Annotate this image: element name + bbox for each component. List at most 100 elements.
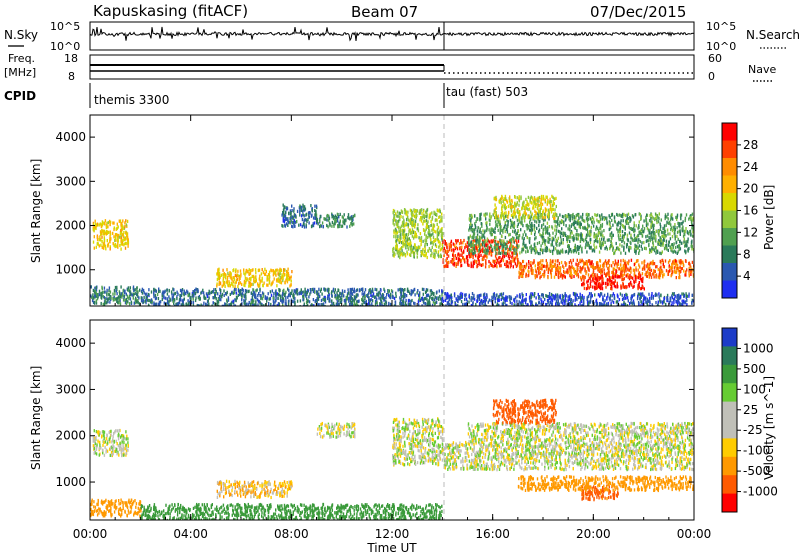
power-echo-cell [501, 251, 503, 255]
power-echo-cell [533, 227, 535, 231]
power-echo-cell [311, 207, 313, 211]
power-echo-cell [437, 250, 440, 254]
power-echo-cell [217, 297, 220, 301]
power-echo-cell [667, 232, 669, 236]
power-echo-cell [572, 212, 574, 217]
power-echo-cell [503, 226, 505, 230]
cpid-row: CPID themis 3300 tau (fast) 503 [4, 83, 528, 108]
power-echo-cell [374, 287, 376, 291]
power-echo-cell [237, 284, 239, 288]
power-echo-cell [103, 241, 105, 245]
power-echo-cell [608, 266, 610, 270]
power-echo-cell [413, 301, 415, 305]
power-echo-cell [450, 244, 452, 248]
power-echo-cell [140, 296, 142, 300]
power-echo-cell [327, 218, 330, 222]
power-echo-cell [597, 264, 599, 268]
power-echo-cell [406, 250, 408, 254]
power-echo-cell [578, 261, 580, 265]
freq-label: Freq. [8, 52, 35, 65]
power-echo-cell [483, 213, 485, 217]
power-echo-cell [323, 217, 325, 221]
power-echo-cell [521, 247, 523, 251]
power-echo-cell [200, 291, 202, 295]
power-echo-cell [652, 226, 655, 231]
power-echo-cell [91, 295, 93, 299]
power-echo-cell [481, 239, 484, 243]
power-echo-cell [324, 298, 326, 302]
power-echo-cell [272, 273, 275, 277]
power-echo-cell [565, 270, 567, 274]
power-echo-cell [676, 230, 679, 234]
power-echo-cell [331, 294, 333, 298]
power-echo-cell [311, 213, 313, 217]
power-echo-cell [357, 299, 359, 304]
power-echo-cell [494, 235, 496, 240]
power-echo-cell [396, 243, 398, 247]
power-echo-cell [404, 223, 406, 227]
power-echo-cell [583, 262, 585, 266]
power-echo-cell [292, 220, 294, 225]
power-echo-cell [392, 211, 394, 215]
power-echo-cell [654, 269, 656, 273]
power-echo-cell [371, 294, 373, 298]
power-echo-cell [173, 304, 176, 306]
power-echo-cell [349, 217, 351, 221]
power-echo-cell [153, 295, 155, 299]
power-echo-cell [367, 294, 369, 299]
power-echo-cell [285, 273, 288, 277]
power-echo-cell [565, 214, 567, 218]
power-echo-cell [335, 220, 337, 224]
power-echo-cell [640, 244, 642, 248]
power-echo-cell [589, 277, 591, 281]
power-echo-cell [291, 204, 293, 208]
power-echo-cell [433, 224, 436, 228]
power-echo-cell [483, 233, 485, 237]
power-echo-cell [591, 249, 594, 253]
power-echo-cell [171, 292, 173, 296]
power-echo-cell [319, 219, 321, 223]
power-echo-cell [276, 292, 278, 296]
power-echo-cell [374, 302, 377, 306]
power-echo-cell [431, 303, 434, 306]
power-echo-cell [299, 205, 302, 209]
power-echo-cell [294, 290, 296, 294]
power-echo-cell [100, 243, 102, 247]
power-echo-region [518, 258, 694, 280]
power-echo-cell [408, 299, 411, 303]
power-echo-cell [634, 245, 636, 249]
power-echo-cell [572, 258, 574, 262]
power-echo-cell [232, 291, 235, 295]
power-echo-cell [621, 266, 623, 270]
power-echo-cell [634, 243, 636, 247]
power-echo-cell [370, 290, 373, 294]
power-echo-cell [423, 250, 426, 254]
power-echo-cell [524, 213, 526, 217]
power-echo-cell [320, 298, 323, 302]
power-echo-cell [267, 283, 269, 287]
power-echo-cell [517, 239, 520, 243]
power-echo-cell [612, 261, 614, 265]
power-echo-cell [621, 272, 623, 276]
nave-tick-top: 60 [708, 52, 722, 65]
power-echo-cell [578, 212, 580, 217]
power-echo-cell [645, 215, 647, 219]
power-echo-cell [96, 236, 99, 240]
power-echo-cell [661, 230, 663, 235]
power-echo-cell [466, 256, 468, 260]
power-echo-cell [594, 273, 596, 277]
power-echo-cell [106, 239, 108, 243]
power-echo-cell [614, 285, 617, 289]
power-echo-cell [570, 261, 573, 265]
power-echo-cell [635, 251, 637, 255]
power-echo-cell [430, 292, 432, 297]
power-echo-cell [522, 274, 524, 279]
power-echo-cell [270, 302, 272, 306]
power-echo-cell [638, 251, 640, 255]
power-echo-cell [554, 224, 556, 228]
power-echo-cell [418, 303, 420, 306]
power-echo-cell [281, 296, 284, 300]
power-echo-cell [499, 231, 501, 235]
power-echo-cell [372, 304, 374, 306]
power-echo-cell [149, 299, 151, 303]
